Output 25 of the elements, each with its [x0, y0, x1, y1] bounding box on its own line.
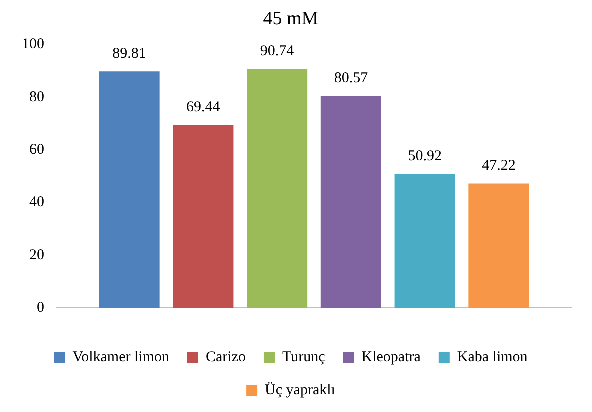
data-label: 47.22 — [482, 158, 516, 174]
bar — [247, 69, 308, 308]
data-label: 89.81 — [112, 46, 146, 62]
y-tick-label: 0 — [37, 300, 44, 316]
y-tick-label: 20 — [30, 247, 44, 264]
y-tick-label: 60 — [30, 142, 44, 158]
chart-title: 45 mM — [263, 8, 319, 30]
legend-label: Carizo — [206, 349, 246, 366]
bar — [99, 72, 160, 308]
legend-label: Volkamer limon — [72, 349, 170, 366]
legend-label: Turunç — [282, 349, 326, 366]
data-label: 80.57 — [334, 70, 369, 86]
y-tick-label: 40 — [30, 194, 44, 211]
y-tick-label: 100 — [22, 36, 44, 53]
data-label: 90.74 — [260, 44, 295, 60]
bar — [320, 96, 382, 308]
bar — [394, 174, 456, 308]
data-label: 69.44 — [186, 100, 221, 116]
y-tick-label: 80 — [30, 89, 44, 106]
bar — [468, 184, 530, 308]
bar — [173, 125, 234, 308]
legend-label: Üç yapraklı — [265, 381, 336, 398]
data-label: 50.92 — [408, 148, 442, 164]
legend-label: Kleopatra — [362, 349, 422, 366]
legend-label: Kaba limon — [457, 349, 528, 366]
